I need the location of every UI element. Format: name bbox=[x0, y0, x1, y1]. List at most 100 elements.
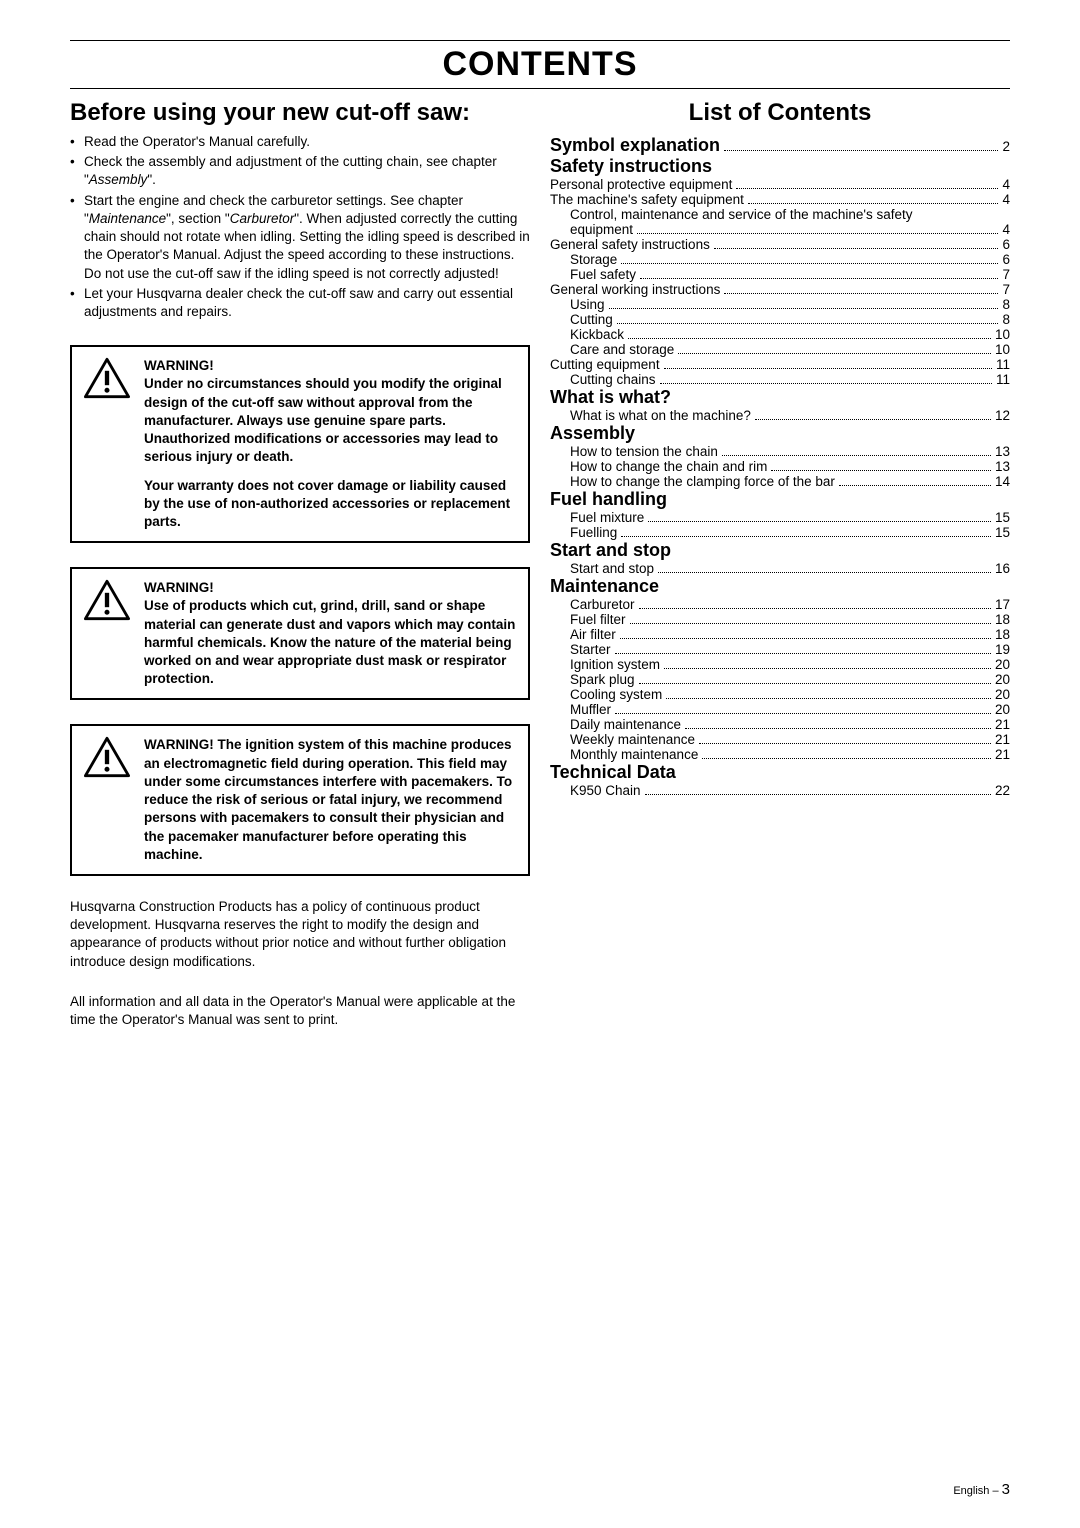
toc-page: 18 bbox=[995, 612, 1010, 627]
toc-dots bbox=[664, 368, 992, 369]
toc-page: 13 bbox=[995, 444, 1010, 459]
content-columns: Before using your new cut-off saw: Read … bbox=[70, 99, 1010, 1029]
toc-dots bbox=[615, 713, 991, 714]
warning-text: WARNING!Under no circumstances should yo… bbox=[144, 357, 516, 531]
toc-sub-row: Fuelling15 bbox=[550, 525, 1010, 540]
toc-dots bbox=[722, 455, 991, 456]
toc-label: Daily maintenance bbox=[570, 717, 681, 732]
toc-label: equipment bbox=[570, 222, 633, 237]
toc-sub-row: Fuel mixture15 bbox=[550, 510, 1010, 525]
toc-sub-row: Air filter18 bbox=[550, 627, 1010, 642]
left-column: Before using your new cut-off saw: Read … bbox=[70, 99, 530, 1029]
toc-page: 4 bbox=[1002, 177, 1010, 192]
toc-label: Fuel safety bbox=[570, 267, 636, 282]
toc-page: 12 bbox=[995, 408, 1010, 423]
toc-label: How to change the chain and rim bbox=[570, 459, 767, 474]
toc-dots bbox=[630, 623, 991, 624]
toc-page: 8 bbox=[1002, 297, 1010, 312]
bullet-item: Check the assembly and adjustment of the… bbox=[70, 153, 530, 189]
warning-text: WARNING!Use of products which cut, grind… bbox=[144, 579, 516, 688]
toc-page: 21 bbox=[995, 747, 1010, 762]
warning-para: WARNING! The ignition system of this mac… bbox=[144, 736, 516, 864]
body-paragraphs: Husqvarna Construction Products has a po… bbox=[70, 898, 530, 1029]
toc-dots bbox=[736, 188, 998, 189]
toc-section-row: Symbol explanation2 bbox=[550, 135, 1010, 156]
toc-page: 17 bbox=[995, 597, 1010, 612]
toc-dots bbox=[666, 698, 991, 699]
toc-label: The machine's safety equipment bbox=[550, 192, 744, 207]
toc-row: Personal protective equipment 4 bbox=[550, 177, 1010, 192]
toc-label: Care and storage bbox=[570, 342, 674, 357]
bullet-item: Read the Operator's Manual carefully. bbox=[70, 133, 530, 151]
footer-sep: – bbox=[989, 1485, 1001, 1497]
toc-dots bbox=[755, 419, 991, 420]
toc-dots bbox=[639, 608, 991, 609]
toc-sub-row: Cooling system20 bbox=[550, 687, 1010, 702]
toc-sub-row: Using8 bbox=[550, 297, 1010, 312]
toc-dots bbox=[645, 794, 991, 795]
before-using-heading: Before using your new cut-off saw: bbox=[70, 99, 530, 127]
toc-sub-row: Monthly maintenance21 bbox=[550, 747, 1010, 762]
toc-section-heading: Fuel handling bbox=[550, 489, 1010, 510]
toc-section-heading: Technical Data bbox=[550, 762, 1010, 783]
toc-label: Fuel filter bbox=[570, 612, 626, 627]
toc-label: Ignition system bbox=[570, 657, 660, 672]
toc-label: Cutting chains bbox=[570, 372, 656, 387]
top-rule bbox=[70, 40, 1010, 41]
warning-icon bbox=[84, 357, 130, 531]
toc-page: 4 bbox=[1002, 222, 1010, 237]
toc-label: Weekly maintenance bbox=[570, 732, 695, 747]
toc-page: 7 bbox=[1002, 282, 1010, 297]
toc-page: 4 bbox=[1002, 192, 1010, 207]
toc-page: 10 bbox=[995, 327, 1010, 342]
toc-sub-row: Storage6 bbox=[550, 252, 1010, 267]
toc-label: Fuelling bbox=[570, 525, 617, 540]
toc-dots bbox=[609, 308, 999, 309]
toc-dots bbox=[702, 758, 991, 759]
toc-label: Control, maintenance and service of the … bbox=[570, 207, 1010, 222]
toc-sub-row: Ignition system20 bbox=[550, 657, 1010, 672]
toc-sub-row: How to change the chain and rim13 bbox=[550, 459, 1010, 474]
toc-sub-row: Cutting chains 11 bbox=[550, 372, 1010, 387]
toc-page: 10 bbox=[995, 342, 1010, 357]
toc-dots bbox=[617, 323, 999, 324]
toc-dots bbox=[839, 485, 991, 486]
toc-page: 6 bbox=[1002, 237, 1010, 252]
toc-label: Muffler bbox=[570, 702, 611, 717]
toc-page: 21 bbox=[995, 717, 1010, 732]
toc-label: General safety instructions bbox=[550, 237, 710, 252]
before-using-bullets: Read the Operator's Manual carefully. Che… bbox=[70, 133, 530, 321]
toc-page: 20 bbox=[995, 702, 1010, 717]
bullet-item: Start the engine and check the carbureto… bbox=[70, 192, 530, 283]
toc-sub-row: Fuel filter 18 bbox=[550, 612, 1010, 627]
toc-sub-row: Daily maintenance 21 bbox=[550, 717, 1010, 732]
warning-box: WARNING!Use of products which cut, grind… bbox=[70, 567, 530, 700]
toc-dots bbox=[724, 293, 998, 294]
toc-label: Air filter bbox=[570, 627, 616, 642]
toc-dots bbox=[678, 353, 991, 354]
toc-dots bbox=[640, 278, 998, 279]
toc-sub-row: Starter19 bbox=[550, 642, 1010, 657]
toc-page: 16 bbox=[995, 561, 1010, 576]
toc-dots bbox=[699, 743, 991, 744]
toc-page: 11 bbox=[996, 372, 1010, 387]
toc-label: Personal protective equipment bbox=[550, 177, 732, 192]
page-title: CONTENTS bbox=[70, 45, 1010, 84]
footer-page-number: 3 bbox=[1002, 1481, 1010, 1498]
toc-sub-row: Muffler 20 bbox=[550, 702, 1010, 717]
toc-dots bbox=[637, 233, 998, 234]
table-of-contents: Symbol explanation2Safety instructionsPe… bbox=[550, 135, 1010, 798]
toc-dots bbox=[748, 203, 999, 204]
warning-text: WARNING! The ignition system of this mac… bbox=[144, 736, 516, 864]
warning-icon bbox=[84, 736, 130, 864]
toc-sub-row: K950 Chain22 bbox=[550, 783, 1010, 798]
toc-page: 14 bbox=[995, 474, 1010, 489]
toc-page: 7 bbox=[1002, 267, 1010, 282]
toc-label: General working instructions bbox=[550, 282, 720, 297]
toc-label: Starter bbox=[570, 642, 611, 657]
warning-title: WARNING! bbox=[144, 357, 516, 375]
toc-dots bbox=[658, 572, 991, 573]
toc-label: Start and stop bbox=[570, 561, 654, 576]
warning-para: Your warranty does not cover damage or l… bbox=[144, 477, 516, 532]
toc-page: 15 bbox=[995, 510, 1010, 525]
